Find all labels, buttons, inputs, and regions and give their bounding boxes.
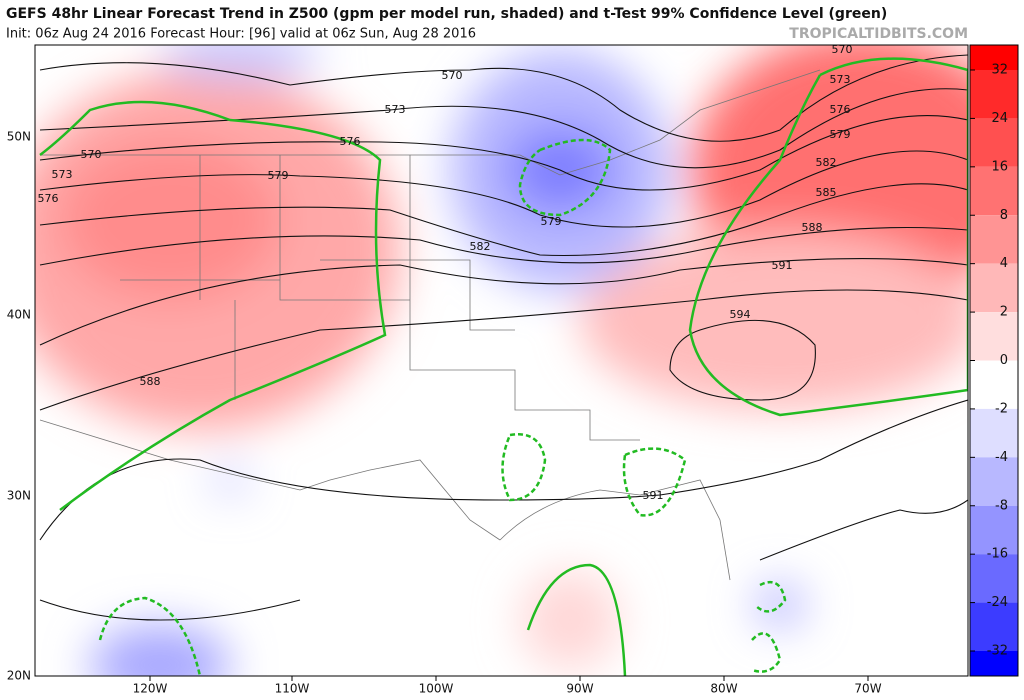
contour-label: 573 (385, 103, 406, 116)
colorbar-label: 32 (991, 63, 1008, 78)
borders (39, 69, 821, 581)
colorbar-label: 0 (1000, 353, 1008, 368)
colorbar-label: -8 (995, 498, 1008, 513)
lat-label: 20N (7, 669, 31, 683)
colorbar-segment (970, 312, 1018, 361)
height-contours (39, 54, 968, 621)
colorbar-segment (970, 505, 1018, 555)
lon-label: 70W (854, 682, 881, 696)
contour-label: 570 (832, 43, 853, 56)
lat-label: 40N (7, 308, 31, 322)
map-area: 570 573 576 579 570 573 576 582 579 588 570 573 576 5… (35, 43, 968, 676)
lon-label: 90W (566, 682, 593, 696)
colorbar-label: -2 (995, 401, 1008, 416)
colorbar-label: -32 (987, 644, 1008, 659)
axis-labels: 50N 40N 30N 20N 120W 110W 100W 90W 80W 70W (7, 130, 882, 696)
colorbar-label: -24 (987, 595, 1008, 610)
contour-label: 573 (52, 168, 73, 181)
confidence-contours (39, 57, 968, 676)
watermark: TROPICALTIDBITS.COM (789, 26, 968, 42)
contour-label: 570 (81, 148, 102, 161)
contour-label: 591 (643, 489, 664, 502)
contour-label: 576 (830, 103, 851, 116)
colorbar-segment (970, 45, 1018, 70)
colorbar-label: 8 (1000, 208, 1008, 223)
contour-label: 579 (268, 169, 289, 182)
contour-label: 579 (541, 215, 562, 228)
contour-label: 588 (140, 375, 161, 388)
lat-label: 50N (7, 130, 31, 144)
colorbar-label: 4 (1000, 256, 1008, 271)
lon-label: 80W (710, 682, 737, 696)
colorbar: 32 24 16 8 4 2 0 -2 -4 -8 -16 -24 -32 (969, 44, 1019, 677)
contour-label: 573 (830, 73, 851, 86)
contour-label: 588 (802, 221, 823, 234)
contour-label: 576 (340, 135, 361, 148)
colorbar-segment (970, 263, 1018, 313)
colorbar-segment (970, 118, 1018, 167)
lon-label: 100W (419, 682, 454, 696)
colorbar-segment (970, 70, 1018, 119)
contour-labels: 570 573 576 579 570 573 576 582 579 588 570 573 576 5… (38, 43, 853, 502)
contour-label: 591 (772, 259, 793, 272)
colorbar-segment (970, 360, 1018, 409)
colorbar-segment (970, 408, 1018, 458)
contour-label: 582 (470, 240, 491, 253)
map-frame (34, 44, 969, 677)
colorbar-label: -4 (995, 450, 1008, 465)
colorbar-segment (970, 457, 1018, 506)
colorbar-label: 24 (991, 111, 1008, 126)
colorbar-segment (970, 651, 1018, 676)
contour-label: 576 (38, 192, 59, 205)
colorbar-segment (970, 602, 1018, 651)
colorbar-segment (970, 166, 1018, 216)
contour-label: 579 (830, 128, 851, 141)
colorbar-label: -16 (987, 547, 1008, 562)
lon-label: 120W (133, 682, 168, 696)
contour-label: 594 (730, 308, 751, 321)
colorbar-label: 2 (1000, 305, 1008, 320)
colorbar-segment (970, 554, 1018, 603)
lat-label: 30N (7, 489, 31, 503)
colorbar-label: 16 (991, 159, 1008, 174)
contour-label: 570 (442, 69, 463, 82)
contour-label: 585 (816, 186, 837, 199)
lon-label: 110W (275, 682, 310, 696)
colorbar-segment (970, 215, 1018, 264)
contour-label: 582 (816, 156, 837, 169)
subtitle: Init: 06z Aug 24 2016 Forecast Hour: [96… (6, 27, 476, 42)
colorbar-frame (969, 44, 1019, 677)
title: GEFS 48hr Linear Forecast Trend in Z500 … (6, 6, 887, 22)
